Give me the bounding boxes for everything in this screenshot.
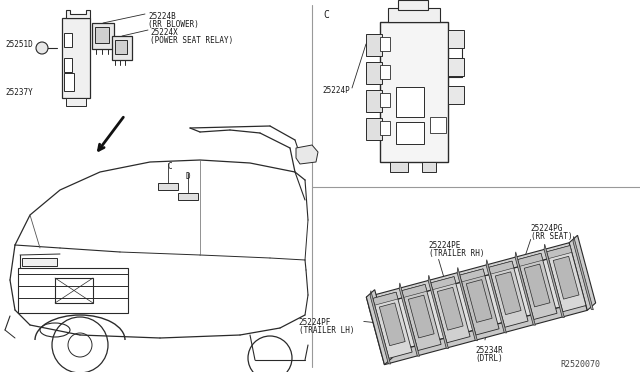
Polygon shape — [373, 292, 398, 305]
Bar — [380, 22, 448, 162]
Polygon shape — [369, 252, 585, 355]
Polygon shape — [370, 291, 390, 364]
Bar — [115, 40, 127, 54]
Text: 25224P: 25224P — [322, 86, 349, 95]
Polygon shape — [380, 303, 405, 346]
Bar — [380, 65, 390, 79]
Bar — [398, 0, 428, 10]
Bar — [380, 93, 390, 107]
Polygon shape — [547, 246, 572, 259]
Text: 25234R: 25234R — [475, 346, 502, 355]
Bar — [366, 118, 382, 140]
Bar — [430, 117, 446, 133]
Bar — [95, 27, 109, 43]
Text: 25224B: 25224B — [148, 12, 176, 21]
Bar — [55, 278, 93, 303]
Polygon shape — [431, 277, 456, 290]
Text: C: C — [168, 162, 173, 171]
Bar — [22, 258, 57, 266]
Polygon shape — [515, 252, 536, 325]
Text: (DTRL): (DTRL) — [475, 354, 502, 363]
Bar — [380, 37, 390, 51]
Bar — [64, 33, 72, 47]
Polygon shape — [524, 264, 550, 307]
Polygon shape — [402, 285, 427, 298]
Polygon shape — [489, 261, 514, 274]
Text: 25251D: 25251D — [5, 40, 33, 49]
Polygon shape — [399, 283, 419, 356]
Text: (TRAILER LH): (TRAILER LH) — [299, 327, 355, 336]
Bar — [380, 121, 390, 135]
Polygon shape — [366, 243, 572, 307]
Polygon shape — [460, 269, 499, 335]
Bar — [396, 122, 424, 144]
Polygon shape — [544, 244, 564, 318]
Polygon shape — [457, 267, 477, 341]
Bar — [178, 193, 198, 200]
Bar — [62, 18, 90, 98]
Bar — [366, 34, 382, 56]
Polygon shape — [573, 236, 593, 310]
Polygon shape — [437, 288, 463, 330]
Polygon shape — [431, 277, 470, 343]
Bar — [396, 87, 424, 117]
Bar — [366, 90, 382, 112]
Text: 25224PG: 25224PG — [531, 224, 563, 233]
Bar — [64, 58, 72, 72]
Text: 25224PE: 25224PE — [429, 241, 461, 250]
Bar — [158, 183, 178, 190]
Polygon shape — [495, 272, 521, 315]
Text: 25224X: 25224X — [150, 28, 178, 37]
Bar — [388, 8, 440, 22]
Polygon shape — [489, 261, 528, 327]
Polygon shape — [460, 269, 485, 282]
Text: (RR BLOWER): (RR BLOWER) — [148, 20, 199, 29]
Text: (RR SEAT): (RR SEAT) — [531, 232, 572, 241]
Bar — [112, 36, 132, 60]
Polygon shape — [553, 256, 579, 299]
Bar — [448, 58, 464, 76]
Polygon shape — [518, 253, 543, 266]
Polygon shape — [518, 253, 557, 320]
Bar — [366, 62, 382, 84]
Text: R2520070: R2520070 — [560, 360, 600, 369]
Bar — [64, 73, 74, 91]
Circle shape — [36, 42, 48, 54]
Polygon shape — [486, 260, 506, 333]
Text: 25224PF: 25224PF — [299, 318, 331, 327]
Polygon shape — [547, 246, 586, 312]
Polygon shape — [428, 275, 449, 349]
Bar — [448, 86, 464, 104]
Bar — [422, 162, 436, 172]
Polygon shape — [373, 292, 412, 358]
Bar — [18, 268, 128, 313]
Polygon shape — [402, 285, 441, 350]
Bar — [92, 23, 114, 49]
Text: (TRAILER RH): (TRAILER RH) — [429, 249, 484, 259]
Polygon shape — [408, 295, 434, 338]
Text: 25237Y: 25237Y — [5, 88, 33, 97]
Polygon shape — [467, 280, 492, 323]
Polygon shape — [382, 301, 588, 365]
Polygon shape — [366, 290, 393, 365]
Polygon shape — [569, 235, 596, 310]
Bar — [390, 162, 408, 172]
Text: C: C — [323, 10, 329, 20]
Bar — [448, 30, 464, 48]
Bar — [66, 98, 86, 106]
Polygon shape — [296, 145, 318, 164]
Text: D: D — [185, 172, 189, 181]
Polygon shape — [66, 10, 90, 18]
Text: (POWER SEAT RELAY): (POWER SEAT RELAY) — [150, 36, 233, 45]
